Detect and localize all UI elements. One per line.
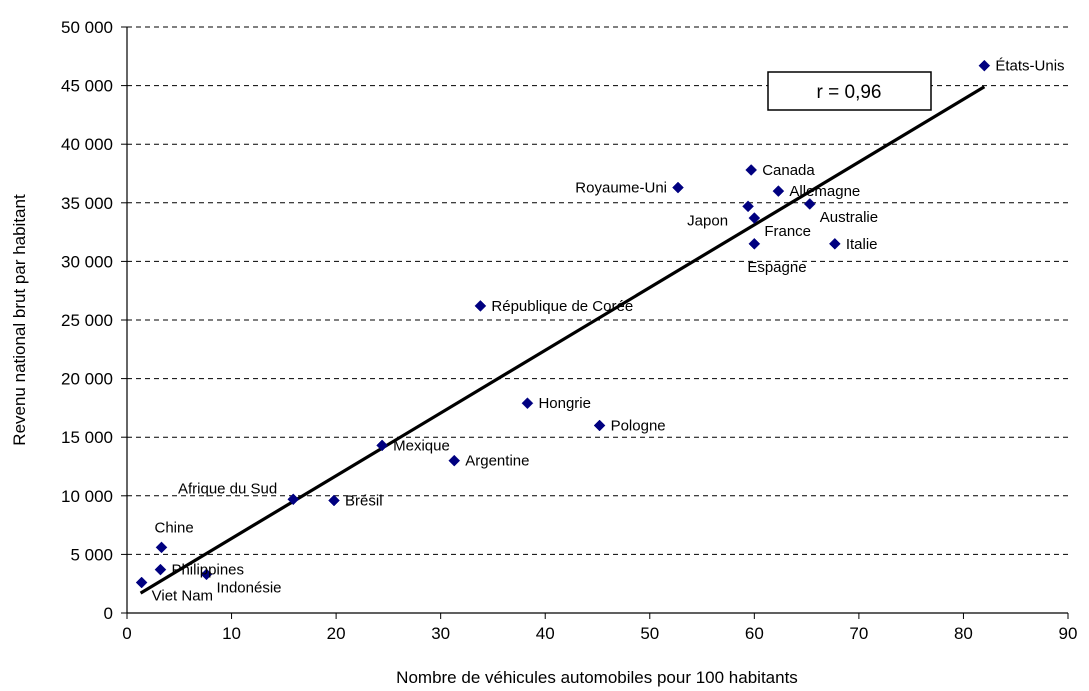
- data-point: [154, 563, 167, 576]
- point-label: Argentine: [465, 453, 529, 470]
- x-tick-label: 30: [431, 624, 450, 643]
- point-label: Japon: [687, 212, 728, 229]
- point-labels: États-Unis Canada Royaume-Uni Allemagne Japo…: [152, 58, 1065, 605]
- x-tick-label: 80: [954, 624, 973, 643]
- x-tick-label: 20: [327, 624, 346, 643]
- data-point: [748, 212, 761, 224]
- data-point: [155, 541, 168, 554]
- y-tick-label: 50 000: [61, 18, 113, 37]
- annotation-text: r = 0,96: [817, 82, 882, 103]
- point-label: États-Unis: [995, 58, 1064, 75]
- point-label: Philippines: [171, 562, 244, 579]
- x-tick-label: 0: [122, 624, 131, 643]
- y-axis-ticks: 0 5 000 10 000 15 000 20 000 25 000 30 000 35 0…: [61, 18, 127, 623]
- data-point: [376, 439, 388, 452]
- y-tick-label: 15 000: [61, 428, 113, 447]
- x-axis-ticks: 0 10 20 30 40 50 60 70 80 90: [122, 613, 1077, 643]
- data-points: [135, 59, 991, 589]
- correlation-annotation: r = 0,96: [767, 71, 932, 111]
- point-label: Chine: [155, 519, 194, 536]
- y-axis-title: Revenu national brut par habitant: [10, 194, 29, 446]
- point-label: République de Corée: [491, 298, 633, 315]
- x-tick-label: 10: [222, 624, 241, 643]
- point-label: Royaume-Uni: [575, 180, 667, 197]
- x-tick-label: 50: [640, 624, 659, 643]
- x-tick-label: 70: [849, 624, 868, 643]
- point-label: Viet Nam: [152, 588, 213, 605]
- y-tick-label: 5 000: [70, 545, 113, 564]
- x-axis-title: Nombre de véhicules automobiles pour 100…: [396, 668, 798, 687]
- point-label: Italie: [846, 236, 878, 253]
- point-label: Allemagne: [789, 183, 860, 200]
- y-tick-label: 20 000: [61, 370, 113, 389]
- trendline-group: [139, 85, 986, 595]
- data-point: [672, 181, 684, 194]
- data-point: [448, 454, 461, 467]
- y-tick-label: 45 000: [61, 77, 113, 96]
- trendline: [139, 85, 986, 595]
- x-tick-label: 60: [745, 624, 764, 643]
- point-label: Australie: [820, 209, 878, 226]
- y-tick-label: 25 000: [61, 311, 113, 330]
- data-point: [978, 59, 991, 72]
- point-label: Afrique du Sud: [178, 480, 277, 497]
- point-label: France: [764, 223, 811, 240]
- x-tick-label: 90: [1059, 624, 1078, 643]
- data-point: [748, 237, 761, 250]
- point-label: Hongrie: [538, 395, 591, 412]
- data-point: [521, 397, 534, 410]
- data-point: [200, 568, 213, 581]
- data-point: [287, 493, 300, 506]
- x-tick-label: 40: [536, 624, 555, 643]
- y-tick-label: 40 000: [61, 135, 113, 154]
- annotation-box: [767, 71, 932, 111]
- data-point: [328, 494, 340, 507]
- data-point: [828, 237, 841, 250]
- point-label: Mexique: [393, 437, 450, 454]
- point-label: Brésil: [345, 492, 383, 509]
- data-point: [772, 185, 785, 197]
- y-tick-label: 0: [104, 604, 113, 623]
- point-label: Espagne: [747, 259, 806, 276]
- point-label: Canada: [762, 162, 815, 179]
- y-tick-label: 10 000: [61, 487, 113, 506]
- data-point: [593, 419, 606, 432]
- point-label: Pologne: [611, 417, 666, 434]
- data-point: [135, 576, 148, 589]
- data-point: [742, 200, 754, 213]
- data-point: [474, 300, 487, 312]
- y-tick-label: 30 000: [61, 252, 113, 271]
- y-tick-label: 35 000: [61, 194, 113, 213]
- data-point: [745, 164, 758, 176]
- point-label: Indonésie: [216, 579, 281, 596]
- data-point: [803, 198, 816, 210]
